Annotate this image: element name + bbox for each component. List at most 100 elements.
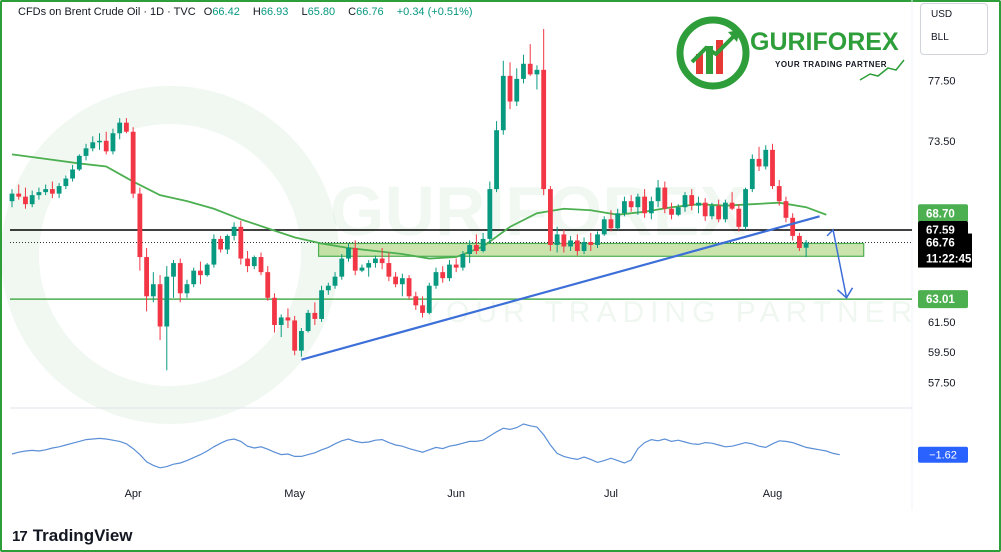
- candle[interactable]: [319, 285, 324, 322]
- candle[interactable]: [164, 266, 170, 371]
- candle[interactable]: [379, 247, 385, 270]
- candle[interactable]: [56, 183, 62, 199]
- candle[interactable]: [702, 198, 708, 221]
- candle[interactable]: [325, 282, 331, 295]
- candle[interactable]: [790, 213, 796, 241]
- candle[interactable]: [554, 226, 560, 253]
- candle[interactable]: [171, 260, 176, 298]
- candle[interactable]: [352, 240, 358, 276]
- candle[interactable]: [63, 175, 69, 190]
- candle[interactable]: [574, 234, 580, 256]
- candle[interactable]: [29, 190, 35, 208]
- candle[interactable]: [258, 252, 264, 276]
- candle[interactable]: [635, 193, 641, 215]
- candle[interactable]: [211, 234, 217, 268]
- candle[interactable]: [157, 275, 163, 341]
- candle[interactable]: [373, 255, 378, 268]
- candle[interactable]: [413, 291, 419, 310]
- tradingview-footer[interactable]: 17 TradingView: [12, 526, 133, 546]
- candle[interactable]: [453, 258, 459, 273]
- candle[interactable]: [487, 181, 493, 244]
- candle[interactable]: [204, 263, 210, 277]
- candle[interactable]: [238, 220, 244, 265]
- candle[interactable]: [776, 180, 782, 206]
- candle[interactable]: [480, 232, 486, 253]
- trend-line[interactable]: [301, 215, 820, 361]
- candle[interactable]: [110, 128, 116, 155]
- candle[interactable]: [76, 154, 82, 171]
- candle[interactable]: [696, 196, 701, 214]
- candle[interactable]: [292, 315, 298, 356]
- candle[interactable]: [615, 208, 621, 230]
- candle[interactable]: [534, 65, 540, 90]
- candle[interactable]: [278, 314, 284, 338]
- candle[interactable]: [689, 189, 695, 211]
- candle[interactable]: [588, 232, 594, 251]
- candle[interactable]: [305, 309, 311, 333]
- candle[interactable]: [642, 189, 648, 218]
- candle[interactable]: [150, 272, 156, 303]
- candle[interactable]: [507, 62, 513, 110]
- projection-arrow[interactable]: [826, 228, 848, 298]
- candle[interactable]: [346, 243, 351, 262]
- candle[interactable]: [749, 154, 755, 193]
- candle[interactable]: [460, 251, 466, 271]
- candle[interactable]: [177, 258, 183, 303]
- symbol-title[interactable]: CFDs on Brent Crude Oil · 1D · TVC: [18, 6, 196, 18]
- candle[interactable]: [628, 195, 634, 212]
- candle[interactable]: [669, 202, 674, 220]
- candle[interactable]: [399, 273, 405, 297]
- candle[interactable]: [117, 118, 123, 140]
- candle[interactable]: [43, 184, 49, 196]
- candle[interactable]: [359, 264, 365, 273]
- candle[interactable]: [103, 131, 109, 155]
- candle[interactable]: [70, 164, 75, 182]
- candle[interactable]: [662, 181, 668, 214]
- candle[interactable]: [541, 29, 547, 196]
- candle[interactable]: [339, 254, 345, 280]
- candle[interactable]: [763, 145, 769, 170]
- candle[interactable]: [16, 184, 22, 200]
- candle[interactable]: [568, 235, 573, 251]
- candle[interactable]: [332, 272, 338, 289]
- candle[interactable]: [245, 251, 250, 273]
- candle[interactable]: [716, 199, 722, 223]
- candle[interactable]: [144, 247, 149, 312]
- candle[interactable]: [514, 68, 520, 107]
- candle[interactable]: [622, 196, 627, 217]
- candle[interactable]: [184, 279, 190, 298]
- candle[interactable]: [722, 199, 728, 223]
- candle[interactable]: [49, 181, 55, 199]
- currency-unit[interactable]: USD: [931, 9, 953, 20]
- candle[interactable]: [97, 133, 102, 150]
- candle[interactable]: [527, 44, 533, 76]
- candle[interactable]: [729, 192, 735, 211]
- candle[interactable]: [783, 196, 789, 223]
- candle[interactable]: [406, 275, 412, 300]
- candle[interactable]: [9, 189, 15, 208]
- candle[interactable]: [420, 296, 425, 318]
- candle[interactable]: [130, 127, 136, 199]
- candle[interactable]: [770, 143, 775, 190]
- candle[interactable]: [137, 187, 143, 271]
- candle[interactable]: [224, 234, 230, 255]
- candle[interactable]: [23, 187, 28, 209]
- candle[interactable]: [231, 222, 237, 241]
- candle[interactable]: [561, 229, 567, 253]
- candle[interactable]: [83, 143, 89, 161]
- candle[interactable]: [709, 202, 715, 220]
- candle[interactable]: [124, 118, 129, 134]
- candle[interactable]: [272, 293, 277, 333]
- candle[interactable]: [265, 266, 271, 301]
- candle[interactable]: [426, 282, 432, 315]
- candle[interactable]: [36, 187, 42, 200]
- candle[interactable]: [500, 60, 506, 135]
- candle[interactable]: [797, 232, 802, 251]
- candle[interactable]: [648, 196, 654, 220]
- candle[interactable]: [736, 204, 742, 232]
- candle[interactable]: [191, 267, 197, 288]
- candle[interactable]: [608, 210, 614, 232]
- candle[interactable]: [366, 260, 372, 277]
- candle[interactable]: [298, 328, 304, 357]
